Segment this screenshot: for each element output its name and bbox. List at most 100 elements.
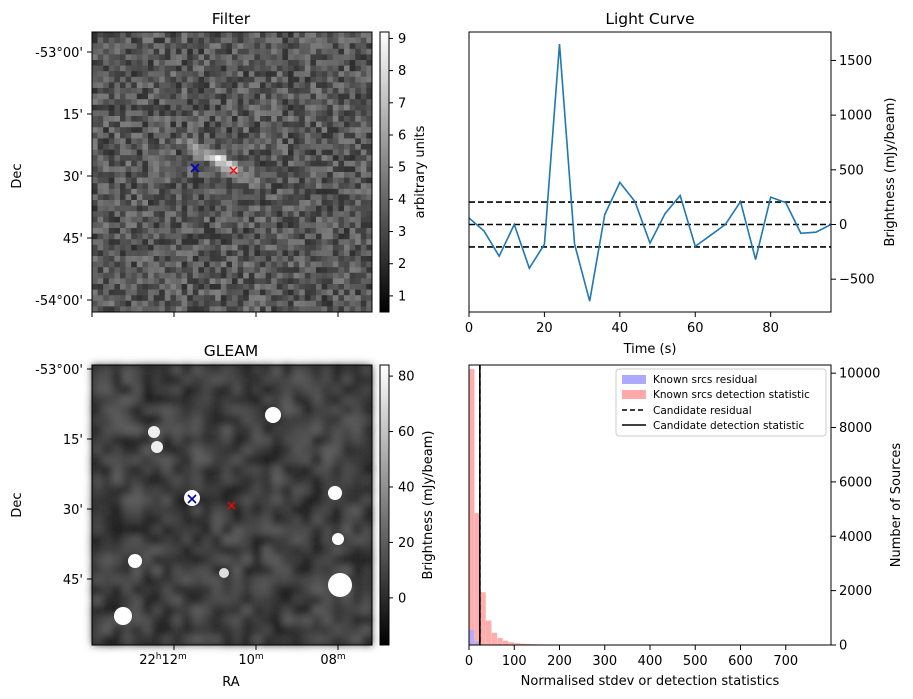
filter-pixel [181, 76, 188, 83]
filter-pixel [204, 228, 210, 234]
gleam-pixel [162, 495, 172, 505]
gleam-pixel [182, 535, 192, 545]
filter-pixel [265, 261, 272, 268]
gleam-pixel [152, 475, 162, 485]
filter-pixel [97, 116, 104, 122]
gleam-pixel [152, 635, 162, 645]
filter-pixel [271, 272, 278, 279]
filter-pixel [198, 71, 205, 78]
x-tick-label: 200 [547, 654, 572, 669]
y-tick-label: 0 [839, 639, 847, 654]
filter-pixel [108, 121, 115, 128]
gleam-pixel [282, 515, 292, 525]
filter-pixel [282, 244, 289, 251]
filter-pixel [148, 88, 154, 94]
filter-pixel [103, 289, 110, 296]
filter-pixel [254, 155, 261, 162]
filter-pixel [108, 110, 115, 117]
filter-pixel [260, 306, 266, 313]
filter-pixel [265, 138, 272, 145]
filter-pixel [125, 149, 132, 156]
gleam-ytick-label: 30' [63, 503, 83, 518]
filter-pixel [355, 76, 362, 83]
filter-pixel [176, 250, 182, 257]
filter-pixel [271, 183, 278, 190]
filter-pixel [204, 155, 210, 162]
gleam-pixel [222, 635, 232, 645]
filter-pixel [237, 250, 244, 257]
filter-pixel [316, 267, 322, 274]
gleam-pixel [92, 625, 102, 635]
gleam-pixel [152, 435, 162, 445]
filter-pixel [304, 160, 311, 167]
filter-pixel [215, 256, 222, 262]
filter-pixel [120, 272, 126, 279]
gleam-pixel [282, 545, 292, 555]
gleam-pixel [352, 435, 362, 445]
y-tick-label: 6000 [839, 475, 872, 490]
filter-pixel [338, 205, 345, 212]
filter-pixel [120, 54, 126, 61]
filter-ytick-label: -53°00' [35, 46, 83, 61]
filter-pixel [265, 166, 272, 173]
filter-pixel [164, 166, 171, 173]
x-tick-label: 40 [612, 321, 629, 336]
gleam-pixel [212, 405, 222, 415]
filter-pixel [204, 188, 210, 195]
gleam-pixel [272, 395, 282, 405]
gleam-pixel [172, 575, 182, 585]
filter-pixel [125, 205, 132, 212]
filter-pixel [187, 183, 194, 190]
filter-pixel [192, 37, 199, 44]
filter-pixel [327, 244, 334, 251]
gleam-pixel [172, 455, 182, 465]
filter-pixel [198, 160, 205, 167]
filter-pixel [332, 54, 339, 61]
filter-pixel [260, 244, 266, 251]
filter-pixel [304, 289, 311, 296]
filter-pixel [164, 284, 171, 290]
filter-pixel [164, 71, 171, 78]
filter-pixel [349, 205, 356, 212]
gleam-pixel [292, 615, 302, 625]
gleam-pixel [302, 445, 312, 455]
filter-pixel [327, 188, 334, 195]
gleam-pixel [172, 605, 182, 615]
gleam-pixel [92, 485, 102, 495]
gleam-pixel [262, 455, 272, 465]
filter-pixel [176, 194, 182, 201]
filter-pixel [215, 43, 222, 50]
filter-pixel [243, 222, 250, 229]
filter-pixel [248, 200, 255, 206]
filter-pixel [131, 138, 138, 145]
filter-pixel [360, 261, 367, 268]
filter-pixel [204, 244, 210, 251]
filter-marker-red [229, 166, 238, 175]
filter-pixel [360, 183, 367, 190]
filter-pixel [192, 289, 199, 296]
gleam-pixel [352, 555, 362, 565]
gleam-pixel [222, 425, 232, 435]
filter-pixel [344, 289, 350, 296]
filter-pixel [187, 289, 194, 296]
gleam-pixel [182, 385, 192, 395]
filter-pixel [220, 244, 227, 251]
filter-pixel [316, 88, 322, 94]
filter-pixel [254, 132, 261, 139]
filter-pixel [187, 205, 194, 212]
y-tick-label: 2000 [839, 584, 872, 599]
filter-pixel [136, 48, 143, 55]
gleam-pixel [152, 485, 162, 495]
filter-pixel [114, 138, 121, 145]
gleam-pixel [212, 545, 222, 555]
filter-pixel [108, 205, 115, 212]
gleam-pixel [162, 605, 172, 615]
filter-pixel [254, 284, 261, 290]
gleam-pixel [122, 545, 132, 555]
filter-pixel [366, 289, 373, 296]
gleam-pixel [142, 435, 152, 445]
filter-pixel [125, 306, 132, 313]
filter-pixel [198, 261, 205, 268]
filter-pixel [243, 138, 250, 145]
y-tick-label: −500 [839, 273, 875, 288]
